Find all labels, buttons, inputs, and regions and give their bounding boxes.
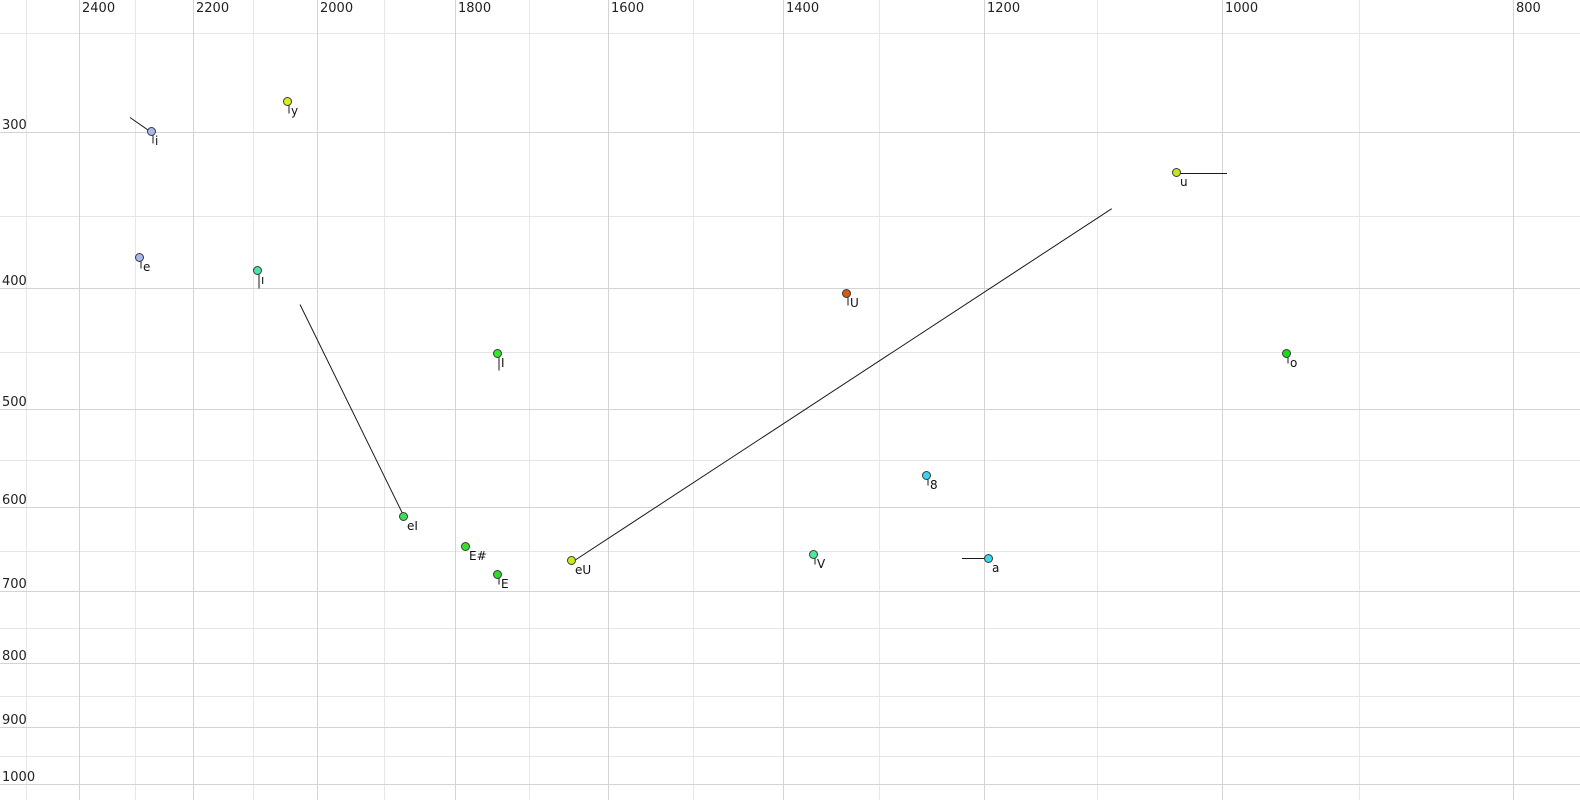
x-gridline-minor [135,0,136,800]
data-point-label: ı [261,273,265,287]
y-axis-tick-label: 1000 [2,770,36,785]
formant-track-line [1178,173,1227,174]
x-gridline-major [783,0,784,800]
x-axis-tick-label: 1800 [458,1,492,16]
formant-track-line [299,304,406,519]
y-gridline-major [0,663,1580,664]
data-point-label: u [1180,175,1188,189]
data-point-label: I [501,356,505,370]
y-gridline-major [0,591,1580,592]
data-point-marker[interactable] [146,126,156,136]
data-point-marker[interactable] [983,553,993,563]
x-axis-tick-label: 1400 [786,1,820,16]
x-gridline-major [455,0,456,800]
x-gridline-major [79,0,80,800]
y-gridline-major [0,507,1580,508]
y-gridline-minor [0,216,1580,217]
y-gridline-minor [0,696,1580,697]
y-axis-tick-label: 500 [2,395,27,410]
formant-track-line [1287,357,1289,364]
x-axis-tick-label: 2000 [320,1,354,16]
data-point-marker[interactable] [492,348,502,358]
x-gridline-minor [529,0,530,800]
y-gridline-minor [0,33,1580,34]
x-gridline-major [984,0,985,800]
formant-track-line [258,274,260,289]
y-axis-tick-label: 900 [2,713,27,728]
data-point-label: eI [407,519,418,533]
y-axis-tick-label: 300 [2,118,27,133]
y-gridline-minor [0,628,1580,629]
data-point-label: i [155,134,159,148]
x-gridline-major [317,0,318,800]
formant-track-line [814,558,816,565]
x-gridline-major [1513,0,1514,800]
data-point-marker[interactable] [1281,348,1291,358]
y-gridline-major [0,784,1580,785]
data-point-marker[interactable] [134,252,144,262]
y-axis-tick-label: 600 [2,493,27,508]
formant-track-line [962,558,990,559]
data-point-label: eU [575,563,592,577]
x-axis-tick-label: 800 [1516,1,1541,16]
x-gridline-minor [26,0,27,800]
data-point-marker[interactable] [252,265,262,275]
y-gridline-major [0,288,1580,289]
x-gridline-minor [1359,0,1360,800]
data-point-marker[interactable] [1171,167,1181,177]
data-point-marker[interactable] [841,288,851,298]
x-gridline-minor [879,0,880,800]
data-point-marker[interactable] [398,511,408,521]
data-point-label: E# [469,549,487,563]
data-point-marker[interactable] [566,555,576,565]
x-axis-tick-label: 2200 [196,1,230,16]
x-axis-tick-label: 2400 [82,1,116,16]
x-axis-tick-label: 1600 [611,1,645,16]
formant-track-line [847,297,849,306]
formant-track-line [498,578,500,585]
formant-track-line [927,479,929,486]
data-point-label: y [291,104,299,118]
formant-track-line [572,208,1113,562]
data-point-label: 8 [930,478,938,492]
y-gridline-minor [0,756,1580,757]
data-point-label: V [817,557,826,571]
x-axis-tick-label: 1000 [1225,1,1259,16]
data-point-marker[interactable] [282,96,292,106]
x-axis-tick-label: 1200 [987,1,1021,16]
data-point-label: e [143,260,151,274]
y-gridline-major [0,132,1580,133]
y-gridline-minor [0,551,1580,552]
data-point-label: U [850,296,859,310]
x-gridline-major [193,0,194,800]
data-point-marker[interactable] [921,470,931,480]
data-point-label: E [501,577,509,591]
y-axis-tick-label: 700 [2,577,27,592]
y-axis-tick-label: 800 [2,649,27,664]
formant-track-line [140,261,142,269]
x-gridline-minor [384,0,385,800]
y-gridline-major [0,727,1580,728]
y-axis-tick-label: 400 [2,274,27,289]
formant-track-line [498,357,500,371]
y-gridline-minor [0,460,1580,461]
data-point-marker[interactable] [492,569,502,579]
y-gridline-minor [0,352,1580,353]
data-point-label: a [992,561,1000,575]
data-point-marker[interactable] [460,541,470,551]
formant-track-line [288,105,290,114]
data-point-label: o [1290,356,1298,370]
data-point-marker[interactable] [808,549,818,559]
x-gridline-major [608,0,609,800]
x-gridline-minor [1097,0,1098,800]
x-gridline-major [1222,0,1223,800]
x-gridline-minor [253,0,254,800]
y-gridline-major [0,409,1580,410]
x-gridline-minor [693,0,694,800]
